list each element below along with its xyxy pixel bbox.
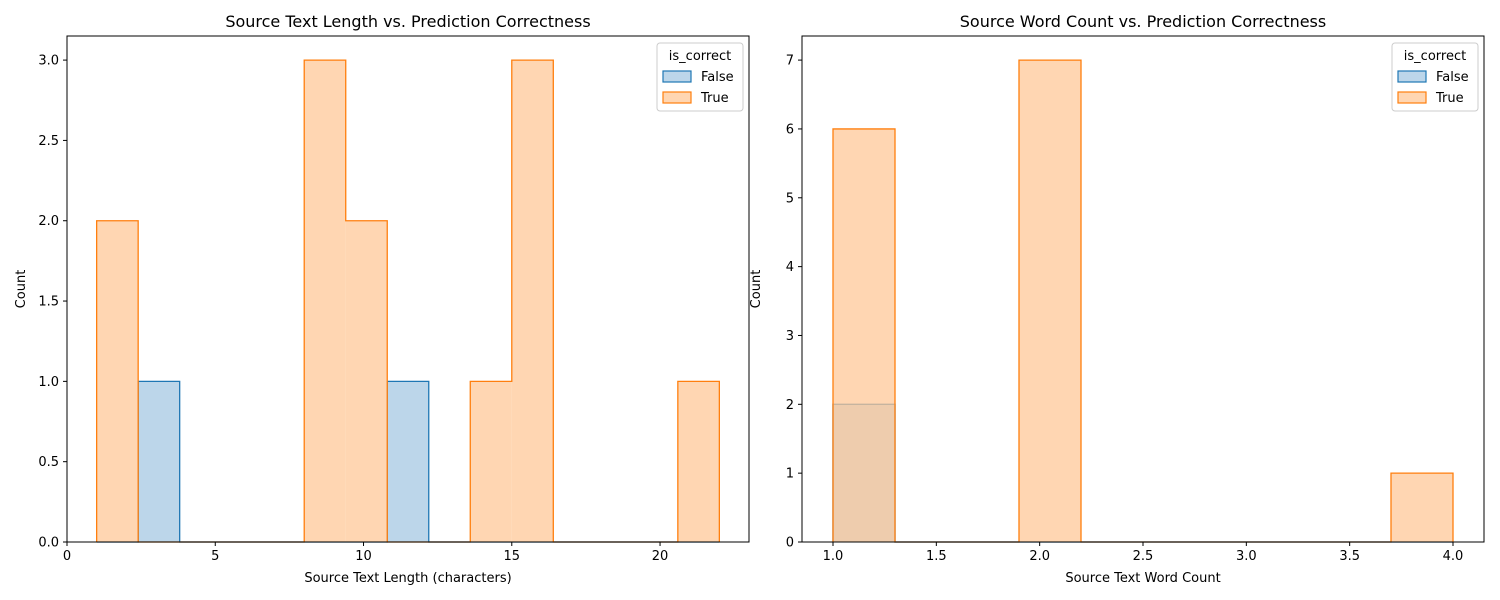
chart2-xtick-label: 4.0 [1443,549,1464,564]
chart2-xtick-label: 2.0 [1029,549,1050,564]
chart1-bar-false-1 [138,381,180,542]
chart1-xtick-label: 0 [63,549,71,564]
chart1-axes-frame [66,35,750,543]
chart2-ylabel: Count [749,270,764,309]
chart2-ytick-label: 0 [786,536,794,551]
chart2-legend-swatch-false [1397,70,1427,83]
chart2-xtick-label: 1.0 [823,549,844,564]
chart1-xtick-label: 5 [211,549,219,564]
chart1-series-true [96,59,720,543]
chart1-legend-swatch-true [662,91,692,104]
chart2-xtick-label: 3.0 [1236,549,1257,564]
chart2-legend-label-false: False [1436,70,1469,85]
chart1-ytick-label: 0.0 [38,536,59,551]
chart2-xtick-label: 3.5 [1339,549,1360,564]
chart2-legend-title: is_correct [1404,49,1466,64]
chart1-ytick-label: 3.0 [38,54,59,69]
chart1-bar-true-6 [345,220,388,542]
chart2-outline-true [832,59,1454,543]
chart1-xlabel: Source Text Length (characters) [304,571,511,586]
chart1-bar-false-7 [387,381,429,542]
chart2-axes-frame [801,35,1485,543]
chart2-ytick-label: 5 [786,191,794,206]
chart2-ytick-label: 4 [786,260,794,275]
chart2: 1.0 1.5 2.0 2.5 3.0 3.5 4.0 0 1 2 3 4 5 6 7 Source Word… [749,12,1485,586]
chart1-series-false [96,380,720,543]
chart2-bar-true-9 [1391,473,1453,542]
chart1-legend-label-false: False [701,70,734,85]
chart2-outline-false [832,403,1453,543]
chart1-xtick-label: 10 [355,549,372,564]
chart2-series-true [832,59,1454,543]
chart1-bar-true-0 [96,220,139,542]
chart1-ytick-label: 1.5 [38,295,59,310]
chart2-title: Source Word Count vs. Prediction Correct… [960,12,1326,31]
chart2-bar-true-0 [833,128,895,542]
chart2-legend: is_correct False True [1391,42,1479,112]
chart2-ytick-label: 7 [786,54,794,69]
chart2-legend-label-true: True [1435,91,1464,106]
chart1-ytick-label: 2.0 [38,214,59,229]
chart1-bar-true-5 [304,60,346,542]
chart1-bar-true-9 [470,381,512,542]
chart2-xtick-label: 2.5 [1133,549,1154,564]
chart2-legend-swatch-true [1397,91,1427,104]
chart2-ytick-label: 6 [786,122,794,137]
chart1-xtick-label: 15 [504,549,521,564]
chart1-legend: is_correct False True [656,42,744,112]
chart1-bar-true-14 [677,381,720,542]
chart2-series-false [832,403,1453,543]
chart1-ytick-label: 0.5 [38,455,59,470]
chart1-title: Source Text Length vs. Prediction Correc… [225,12,590,31]
chart2-ytick-label: 2 [786,398,794,413]
chart1-legend-swatch-false [662,70,692,83]
chart1-ytick-label: 1.0 [38,375,59,390]
chart2-ytick-label: 3 [786,329,794,344]
chart2-bar-true-3 [1019,60,1081,542]
chart2-xtick-label: 1.5 [926,549,947,564]
chart1-legend-label-true: True [700,91,729,106]
chart1: 0 5 10 15 20 0.0 0.5 1.0 1.5 2.0 2.5 3.0 Source Text… [14,12,750,586]
chart2-xlabel: Source Text Word Count [1065,571,1220,586]
chart1-xtick-label: 20 [652,549,669,564]
chart1-legend-title: is_correct [669,49,731,64]
chart1-ytick-label: 2.5 [38,134,59,149]
chart1-ylabel: Count [14,270,29,309]
chart1-bar-true-10 [511,60,554,542]
chart2-ytick-label: 1 [786,467,794,482]
